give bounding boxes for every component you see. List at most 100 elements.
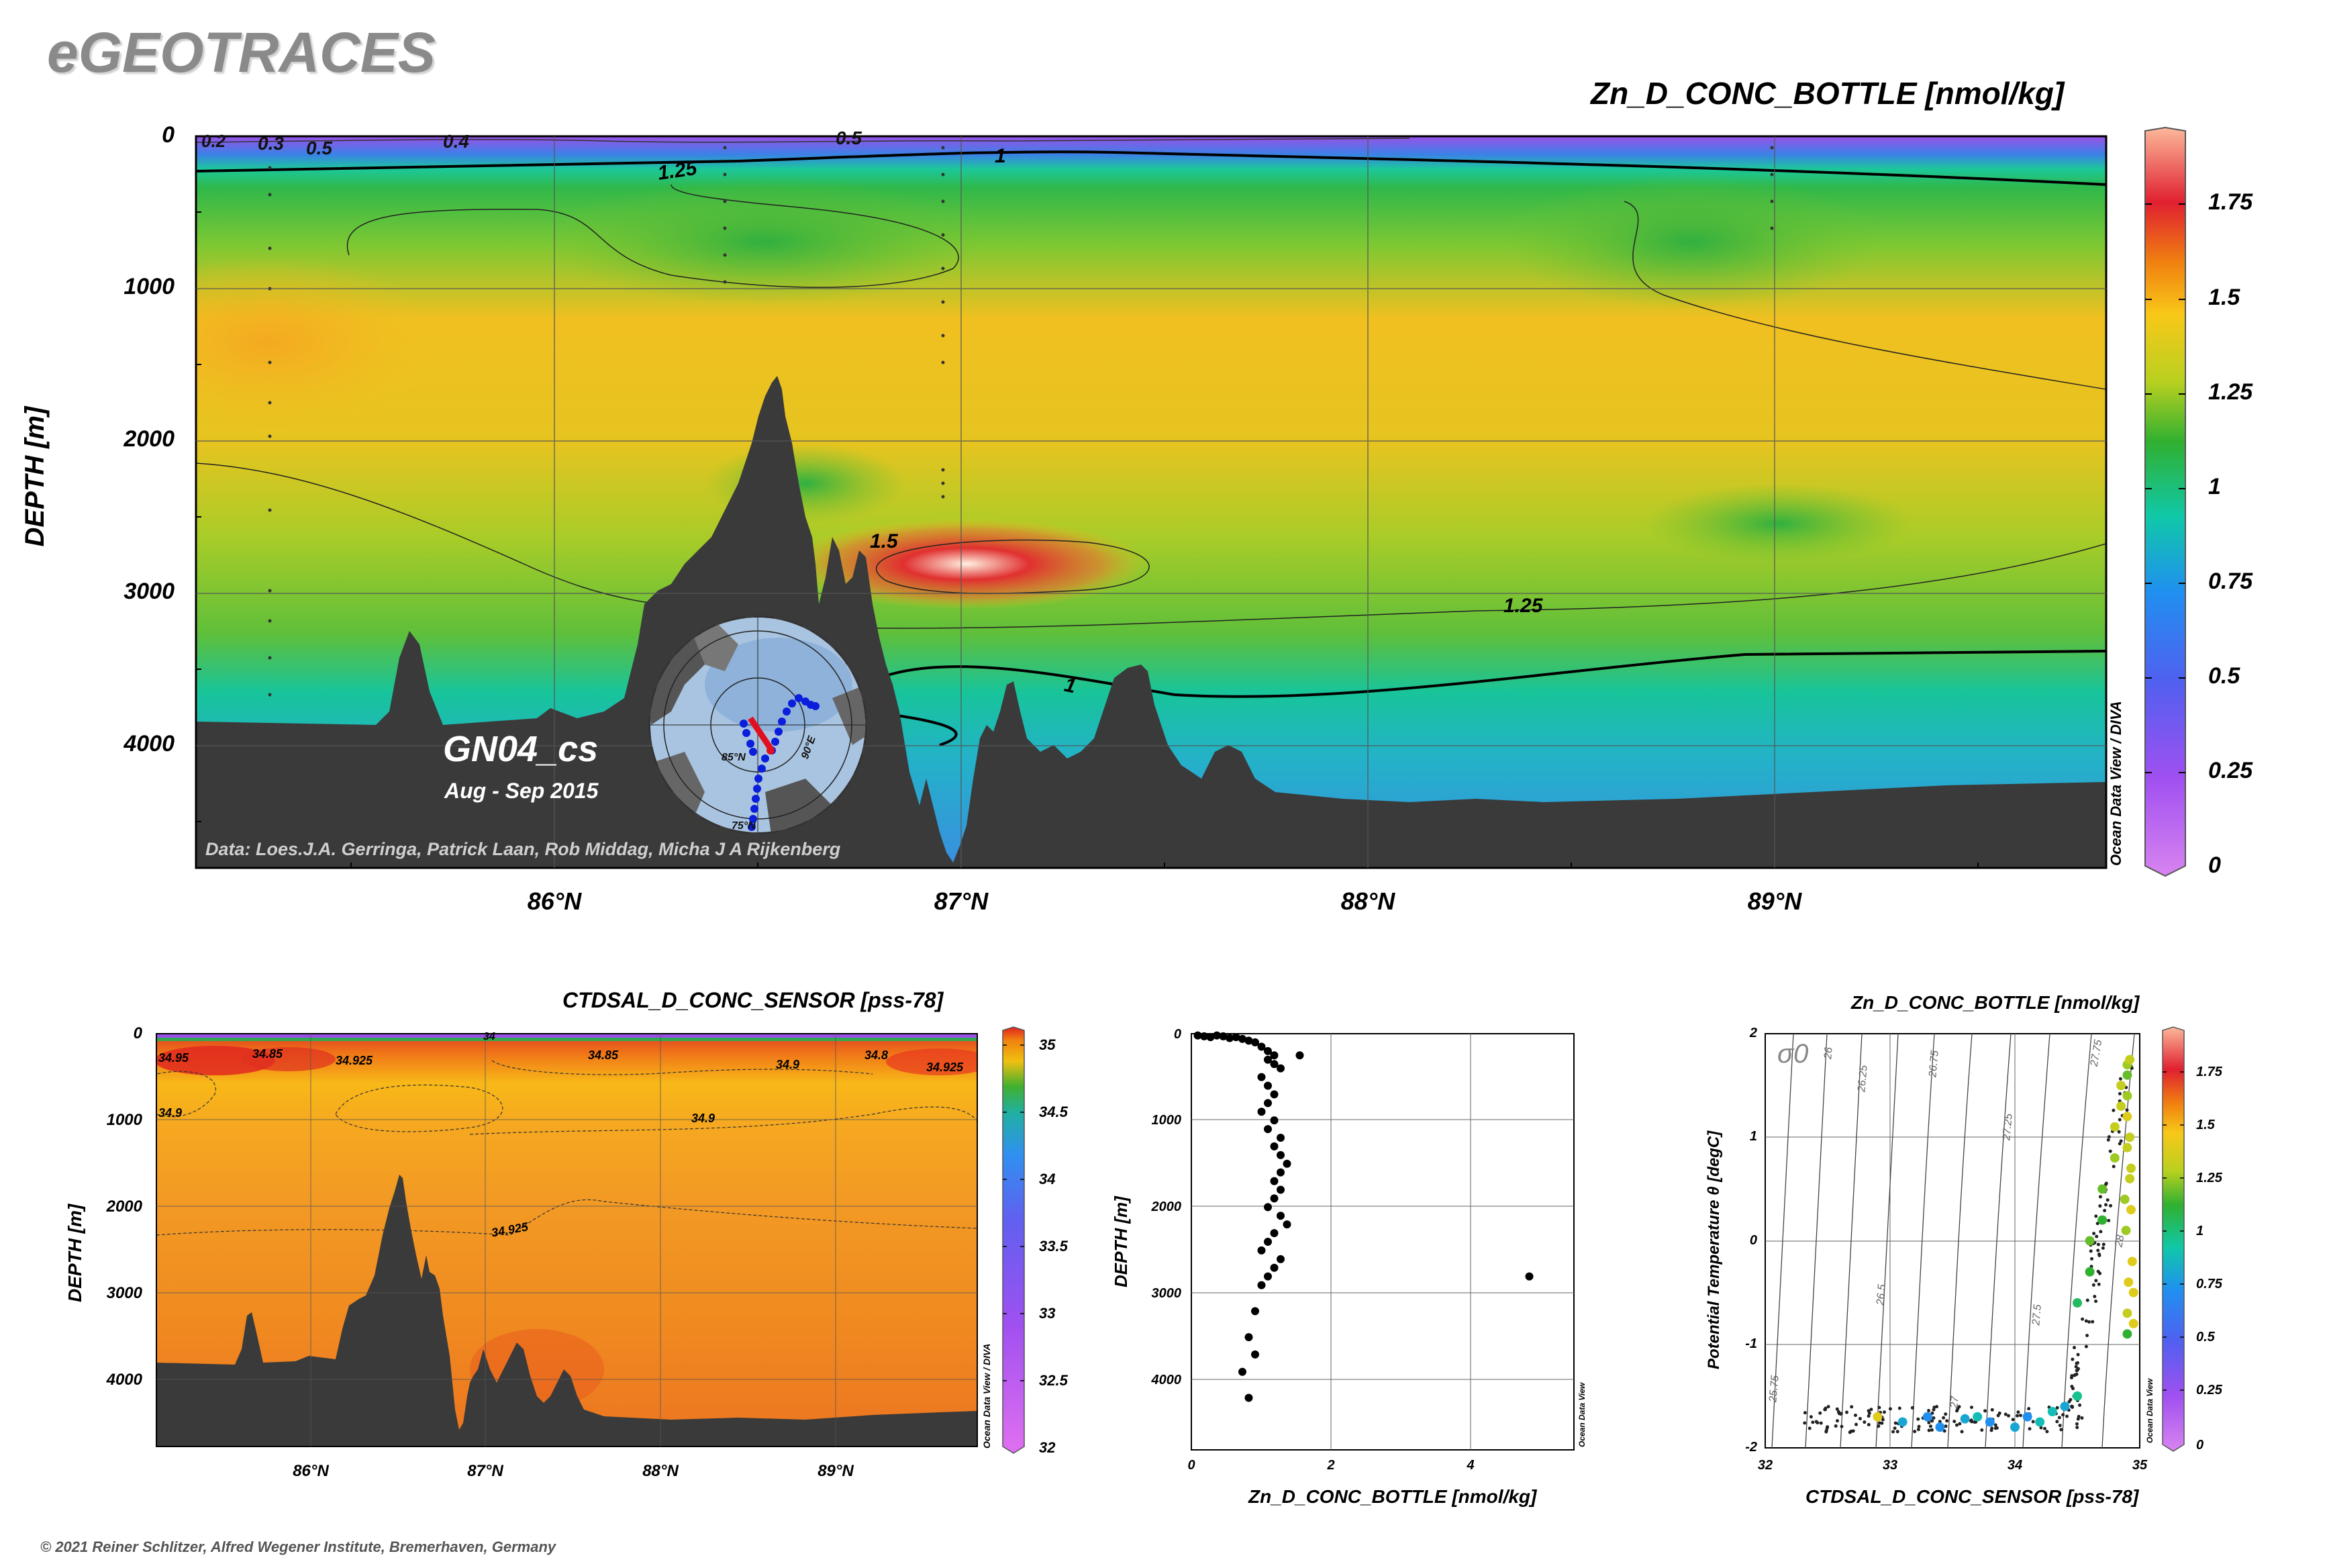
main-watermark: Ocean Data View / DIVA (2108, 701, 2124, 866)
sal-cbtick: 32.5 (1039, 1372, 1068, 1389)
sal-contour-label: 34.8 (864, 1048, 889, 1062)
sal-contour-label: 34.925 (336, 1054, 373, 1067)
main-ytick-1: 1000 (123, 274, 175, 299)
ts-cbtick: 1.25 (2196, 1171, 2222, 1185)
ts-isopycnal-label: 26.5 (1875, 1283, 1888, 1306)
main-xtick-3: 89°N (1747, 887, 1802, 915)
ts-xtick: 33 (1882, 1458, 1898, 1473)
ts-ytick-m1: -1 (1745, 1336, 1757, 1351)
sal-watermark: Ocean Data View / DIVA (981, 1343, 992, 1449)
contour-label: 1.25 (1503, 595, 1543, 617)
ts-title: Zn_D_CONC_BOTTLE [nmol/kg] (1851, 992, 2140, 1013)
ts-isopycnal-label: 27.25 (2001, 1113, 2015, 1141)
sal-contour-label: 34.9 (158, 1106, 183, 1120)
profile-watermark: Ocean Data View (1577, 1382, 1587, 1447)
ts-sigma-label: σ0 (1777, 1039, 1809, 1069)
profile-ytick-2: 2000 (1151, 1199, 1182, 1214)
map-label: 85°N (722, 752, 746, 763)
sal-xtick-0: 86°N (293, 1462, 329, 1480)
ts-ytick-2: 2 (1749, 1026, 1757, 1040)
ts-ytick-m2: -2 (1745, 1440, 1757, 1455)
sal-cbtick: 34 (1039, 1171, 1056, 1187)
profile-xtick-1: 2 (1327, 1458, 1335, 1473)
main-cbtick: 0.5 (2208, 663, 2240, 689)
ts-cbtick: 1 (2196, 1224, 2204, 1238)
contour-label: 0.2 (201, 131, 226, 151)
sal-contour-label: 34.85 (588, 1048, 619, 1062)
main-cbtick: 0.75 (2208, 569, 2253, 594)
main-xtick-2: 88°N (1340, 887, 1395, 915)
cruise-id: GN04_cs (443, 729, 599, 769)
sal-contour-label: 34.925 (926, 1061, 964, 1074)
main-ytick-3: 3000 (123, 579, 175, 604)
ts-isopycnal-label: 26.75 (1927, 1050, 1941, 1078)
sal-cbtick: 32 (1039, 1439, 1056, 1456)
main-ytick-4: 4000 (123, 731, 175, 756)
contour-label: 0.5 (836, 128, 862, 148)
profile-xlabel: Zn_D_CONC_BOTTLE [nmol/kg] (1248, 1486, 1537, 1507)
profile-ytick-0: 0 (1173, 1027, 1181, 1042)
ts-cbtick: 0.75 (2196, 1277, 2222, 1291)
ts-cbtick: 1.5 (2196, 1118, 2215, 1132)
inset-map (648, 616, 867, 834)
ts-isopycnal-label: 26 (1822, 1046, 1835, 1060)
ts-cbtick: 0 (2196, 1438, 2204, 1453)
sal-ytick-2: 2000 (106, 1197, 142, 1216)
sal-ytick-3: 3000 (106, 1284, 142, 1302)
sal-ytick-0: 0 (133, 1024, 142, 1042)
ts-watermark: Ocean Data View (2145, 1378, 2155, 1443)
main-cbtick: 1.5 (2208, 285, 2240, 310)
main-ylabel: DEPTH [m] (20, 406, 50, 547)
contour-label: 0.4 (443, 131, 469, 152)
ts-ytick-0: 0 (1749, 1233, 1757, 1248)
main-title: Zn_D_CONC_BOTTLE [nmol/kg] (1591, 76, 2065, 111)
sal-title: CTDSAL_D_CONC_SENSOR [pss-78] (562, 988, 944, 1012)
ts-isopycnal-label: 27.5 (2030, 1304, 2044, 1326)
sal-xtick-1: 87°N (467, 1462, 503, 1480)
ts-isopycnal-label: 27 (1948, 1395, 1961, 1409)
sal-contour-label: 34.85 (252, 1047, 283, 1061)
brand-logo: eGEOTRACES (47, 21, 436, 84)
sal-ytick-1: 1000 (106, 1111, 142, 1129)
contour-label: 0.3 (258, 133, 284, 154)
sal-cbtick: 34.5 (1039, 1104, 1068, 1120)
sal-cbtick: 33.5 (1039, 1238, 1068, 1255)
main-cbtick: 1.25 (2208, 379, 2253, 405)
main-cbtick: 0 (2208, 852, 2221, 878)
ts-ylabel: Potential Temperature θ [degC] (1705, 1130, 1723, 1369)
contour-label: 0.5 (306, 138, 332, 158)
ts-ytick-1: 1 (1749, 1129, 1757, 1144)
main-xtick-0: 86°N (527, 887, 582, 915)
main-cbtick: 0.25 (2208, 758, 2253, 783)
profile-ytick-1: 1000 (1151, 1113, 1182, 1128)
data-credit: Data: Loes.J.A. Gerringa, Patrick Laan, … (205, 839, 841, 859)
ts-isopycnal-label: 25.75 (1767, 1375, 1781, 1403)
map-label: 75°N (732, 820, 756, 832)
contour-label: 1 (995, 145, 1006, 167)
profile-ytick-4: 4000 (1151, 1373, 1182, 1387)
sal-ytick-4: 4000 (106, 1371, 142, 1389)
sal-xtick-2: 88°N (642, 1462, 679, 1480)
profile-xtick-2: 4 (1467, 1458, 1475, 1473)
contour-label: 1.5 (870, 530, 898, 552)
copyright: © 2021 Reiner Schlitzer, Alfred Wegener … (40, 1538, 556, 1555)
ts-cbtick: 0.25 (2196, 1383, 2222, 1398)
sal-xtick-3: 89°N (818, 1462, 854, 1480)
main-ytick-2: 2000 (123, 426, 175, 452)
ts-isopycnal-label: 28 (2113, 1234, 2127, 1248)
ts-cbtick: 1.75 (2196, 1065, 2222, 1079)
ts-xtick: 32 (1757, 1458, 1773, 1473)
profile-xtick-0: 0 (1187, 1458, 1195, 1473)
sal-cbtick: 35 (1039, 1036, 1056, 1053)
cruise-period: Aug - Sep 2015 (444, 779, 599, 803)
main-ytick-0: 0 (162, 122, 175, 148)
ts-xtick: 35 (2132, 1458, 2148, 1473)
sal-cbtick: 33 (1039, 1305, 1056, 1322)
main-cbtick: 1 (2208, 474, 2221, 499)
profile-ytick-3: 3000 (1151, 1286, 1182, 1301)
ts-isopycnal-label: 26.25 (1856, 1065, 1870, 1093)
ts-xlabel: CTDSAL_D_CONC_SENSOR [pss-78] (1805, 1486, 2139, 1507)
sal-contour-label: 34.9 (776, 1058, 800, 1071)
main-cbtick: 1.75 (2208, 189, 2253, 215)
